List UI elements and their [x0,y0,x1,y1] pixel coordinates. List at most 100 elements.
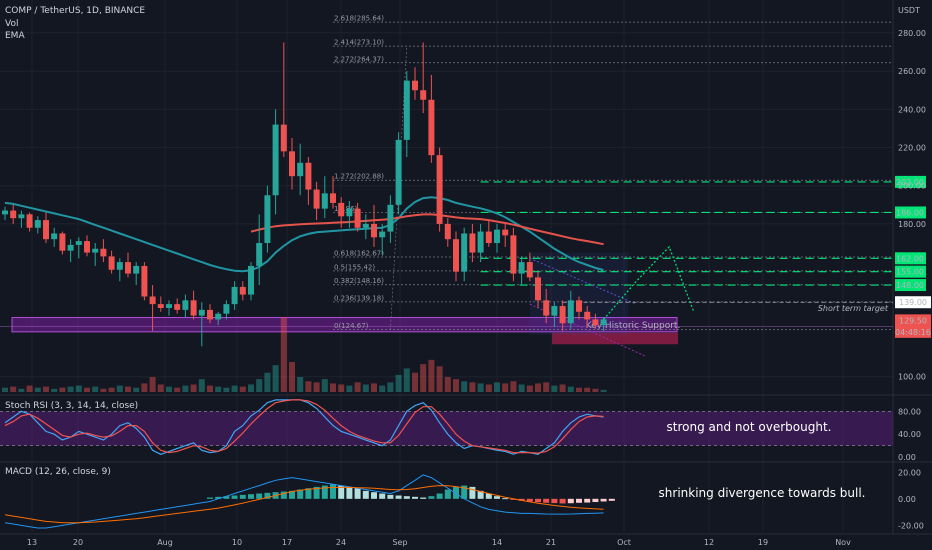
candle-body [453,239,459,272]
volume-bar [444,377,451,392]
candle-body [34,220,41,228]
price-tag [895,325,931,338]
macd-hist-bar [420,497,427,499]
macd-hist-bar [338,485,345,499]
lower-zone [552,332,678,345]
candle-body [412,80,418,91]
macd-hist-bar [362,490,369,499]
target-tag [895,279,926,292]
volume-bar [108,387,115,392]
candle-body [26,214,33,228]
x-tick-label: 20 [73,538,83,547]
volume-bar [116,385,123,392]
macd-hist-bar [600,498,607,502]
volume-bar [313,382,320,392]
x-tick-label: 14 [492,538,502,547]
fib-label: 1.272(202.88) [334,173,384,181]
price-tag-value: 04:48:16 [895,328,931,337]
fib-label: 0.382(148.16) [334,277,384,285]
volume-bar [280,317,287,392]
macd-hist-bar [403,496,410,499]
macd-hist-bar [387,494,394,499]
volume-bar [10,386,17,392]
volume-bar [600,389,607,392]
candle-body [379,231,386,238]
candle-body [543,300,550,316]
macd-hist-bar [567,498,574,504]
fib-label: 1(186) [334,205,358,213]
volume-bar [125,386,131,392]
candle-body [174,304,181,310]
macd-hist-bar [354,488,361,499]
target-tag [895,252,926,265]
candle-body [313,189,320,209]
macd-hist-bar [584,498,591,503]
candle-body [362,223,369,228]
candle-body [133,265,140,274]
macd-hist-bar [248,494,254,499]
volume-bar [100,388,107,392]
volume-bar [567,386,574,392]
candle-body [584,311,591,320]
target-levels: 202.00 186.00 162.00 155.00 148.00 [480,175,926,292]
macd-hist-bar [280,491,287,499]
macd-hist-bar [608,498,615,501]
macd-tick-label: 0.00 [898,495,916,504]
x-tick-label: 13 [27,538,37,547]
macd-hist-bar [576,498,582,503]
candle-body [207,309,213,320]
macd-hist-bar [535,498,541,503]
price-tag-value: 139.00 [899,298,927,307]
volume-bar [403,368,410,392]
candle-body [67,244,74,251]
macd-label[interactable]: MACD (12, 26, close, 9) [5,467,111,477]
fib-label: 2.618(285.64) [334,15,384,23]
candle-body [321,193,328,209]
candle-body [346,208,353,217]
symbol-title[interactable]: COMP / TetherUS, 1D, BINANCE [5,6,146,16]
candle-body [510,235,517,274]
candle-body [166,304,172,308]
target-value: 155.00 [896,268,924,277]
candle-body [436,155,443,224]
macd-tick-label: -20.00 [898,521,924,530]
volume-bar [420,364,427,392]
volume-bar [584,387,591,392]
macd-hist-bar [223,496,230,499]
macd-hist-bar [412,496,418,499]
currency-label: USDT [898,6,920,15]
candle-body [125,262,131,274]
candle-body [92,248,99,253]
macd-hist-bar [518,498,525,501]
macd-hist-bar [256,493,263,499]
macd-hist-bar [346,486,353,499]
macd-hist-bar [526,498,533,502]
fib-label: 2.414(273.10) [334,39,384,47]
macd-hist-bar [444,489,451,499]
macd-hist-bar [551,498,558,504]
x-tick-label: 10 [232,538,242,547]
ema-label[interactable]: EMA [5,31,25,41]
candle-body [141,265,148,297]
candle-body [116,262,123,270]
price-tag-value: 129.50 [899,316,927,325]
candle-body [2,210,8,215]
candle-body [264,195,271,244]
macd-hist-bar [453,486,459,499]
candle-body [18,214,25,219]
macd-hist-bar [592,498,599,503]
vol-label[interactable]: Vol [5,19,19,29]
volume-bar [469,382,476,392]
x-tick-label: Nov [835,538,851,547]
stoch-tick-label: 80.00 [898,407,921,416]
volume-bar [34,387,41,392]
x-tick-label: 19 [758,538,768,547]
volume-bar [354,382,361,392]
volume-bar [223,387,230,392]
short-target-label: Short term target [818,304,889,313]
candle-body [272,124,279,196]
stoch-label[interactable]: Stoch RSI (3, 3, 14, 14, close) [5,401,139,411]
volume-series [2,317,607,392]
